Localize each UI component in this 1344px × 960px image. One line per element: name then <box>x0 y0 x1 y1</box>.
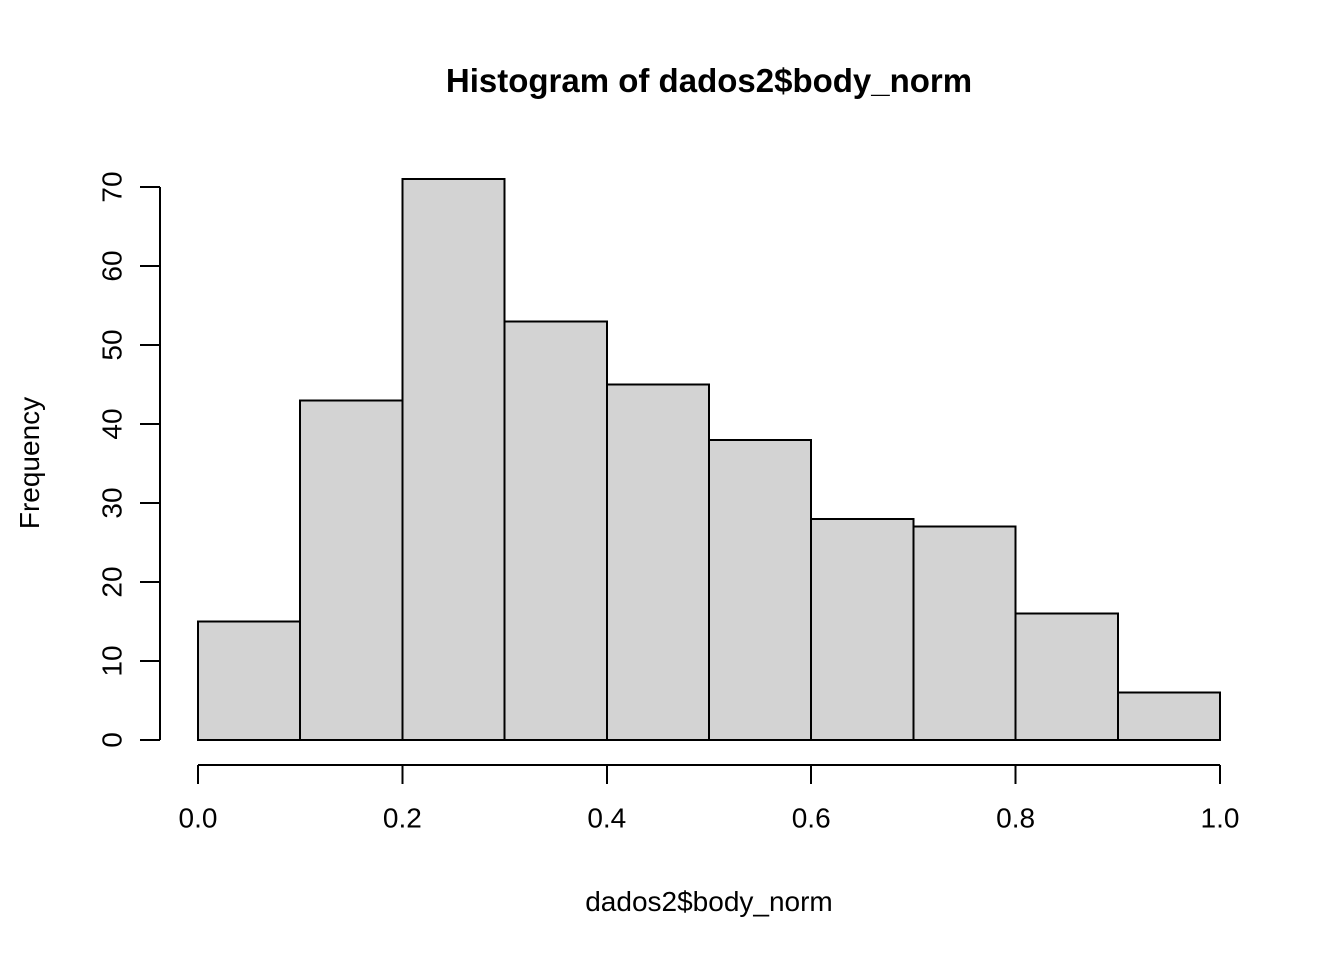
histogram-bar <box>1116 691 1222 741</box>
chart-title: Histogram of dados2$body_norm <box>445 62 973 99</box>
y-tick-label: 10 <box>97 645 128 676</box>
x-tick-label: 0.6 <box>792 803 831 834</box>
histogram-bar <box>912 525 1017 742</box>
histogram-bar <box>1014 612 1119 741</box>
x-tick-label: 1.0 <box>1201 803 1240 834</box>
x-tick-label: 0.8 <box>996 803 1035 834</box>
histogram-bar <box>708 438 813 741</box>
x-tick-label: 0.2 <box>383 803 422 834</box>
y-tick-label: 50 <box>97 329 128 360</box>
y-tick-label: 20 <box>97 566 128 597</box>
histogram-bar <box>605 383 710 741</box>
y-tick-label: 30 <box>97 487 128 518</box>
histogram-bar <box>810 517 915 741</box>
y-tick-label: 0 <box>97 732 128 748</box>
y-tick-label: 60 <box>97 250 128 281</box>
histogram-bar <box>197 620 302 741</box>
x-tick-label: 0.0 <box>179 803 218 834</box>
y-tick-label: 40 <box>97 408 128 439</box>
x-tick-label: 0.4 <box>587 803 626 834</box>
histogram-bar <box>503 320 608 741</box>
x-axis-title: dados2$body_norm <box>585 886 833 917</box>
histogram-bar <box>401 178 506 742</box>
y-tick-label: 70 <box>97 171 128 202</box>
histogram-bar <box>299 399 404 741</box>
